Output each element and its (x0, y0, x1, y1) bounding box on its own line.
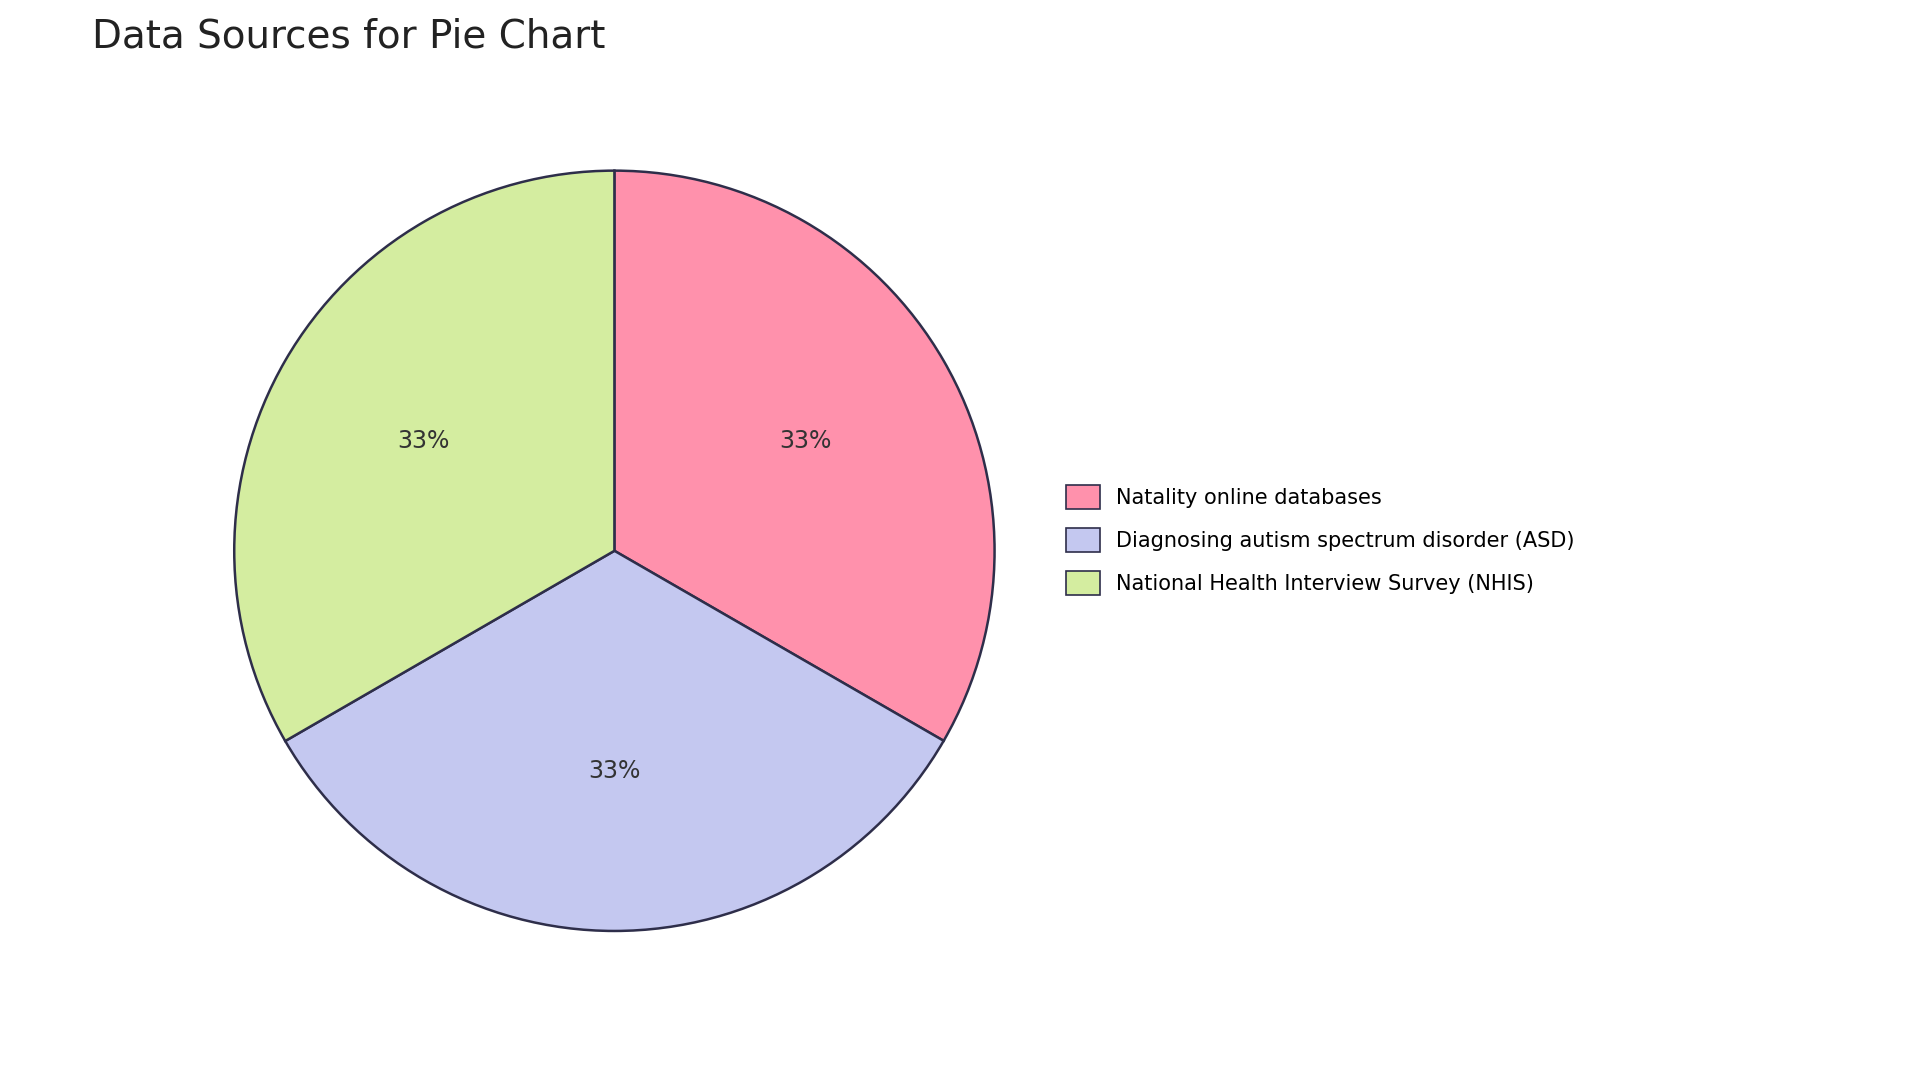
Wedge shape (286, 551, 943, 931)
Wedge shape (614, 171, 995, 741)
Text: Data Sources for Pie Chart: Data Sources for Pie Chart (92, 18, 605, 56)
Text: 33%: 33% (397, 429, 449, 453)
Text: 33%: 33% (588, 759, 641, 783)
Wedge shape (234, 171, 614, 741)
Legend: Natality online databases, Diagnosing autism spectrum disorder (ASD), National H: Natality online databases, Diagnosing au… (1066, 485, 1574, 595)
Text: 33%: 33% (780, 429, 831, 453)
